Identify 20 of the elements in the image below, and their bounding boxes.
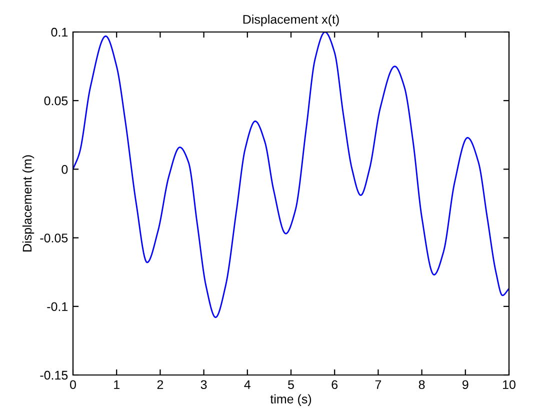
x-tick-label: 3 — [200, 380, 207, 390]
x-tick-label: 4 — [244, 380, 251, 389]
y-tick-label: 0.1 — [51, 28, 68, 37]
x-tick-label: 6 — [332, 380, 338, 390]
y-tick-label: -0.05 — [40, 234, 68, 242]
x-axis-title: time (s) — [270, 394, 312, 406]
y-tick-label: -0.1 — [47, 302, 68, 312]
x-tick-label: 7 — [375, 380, 382, 389]
x-tick-label: 2 — [157, 380, 164, 389]
x-tick-label: 0 — [70, 380, 76, 390]
x-tick-label: 9 — [462, 380, 468, 390]
y-tick-label: 0 — [62, 165, 68, 174]
x-tick-label: 1 — [114, 380, 120, 389]
x-tick-label: 5 — [288, 380, 294, 390]
y-tick-label: -0.15 — [40, 370, 68, 380]
x-tick-label: 10 — [503, 380, 516, 390]
y-tick-label: 0.05 — [44, 96, 68, 106]
x-tick-label: 8 — [418, 380, 425, 390]
chart-title: Displacement x(t) — [243, 14, 339, 26]
y-axis-title: Displacement (m) — [22, 155, 34, 252]
